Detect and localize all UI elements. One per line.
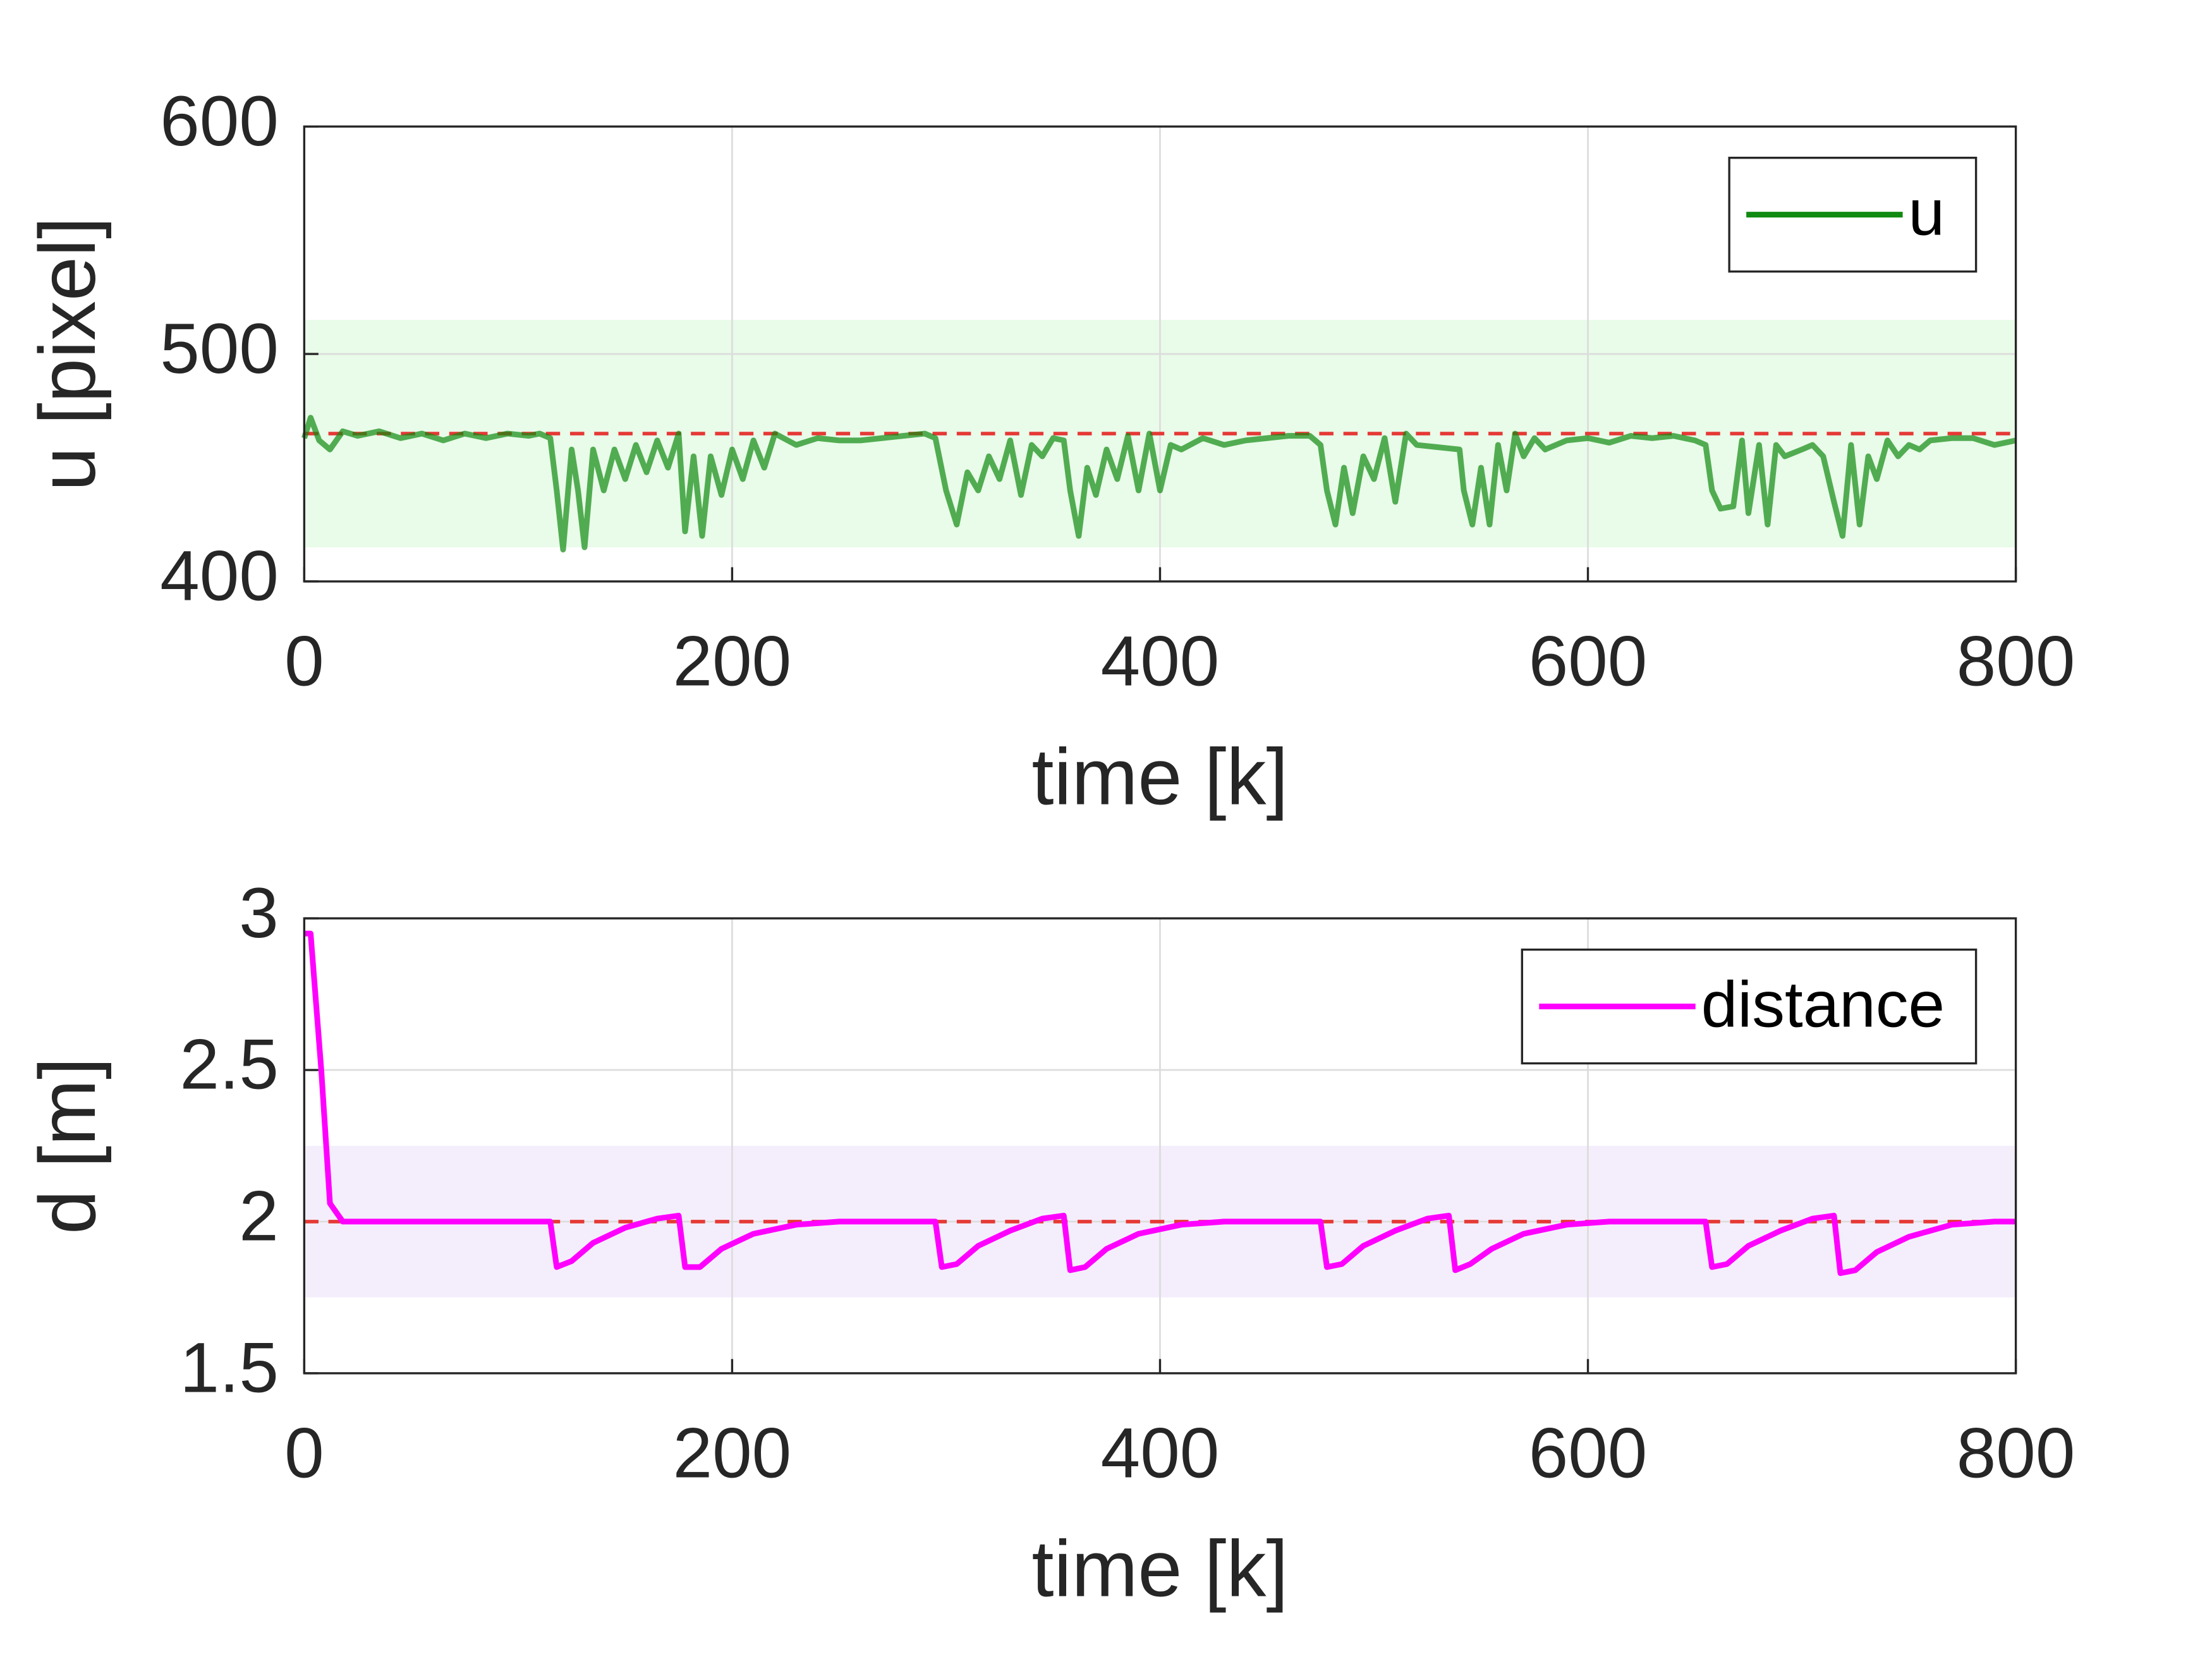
x-axis-label: time [k] [1032, 1524, 1289, 1613]
y-tick-label: 2.5 [180, 1024, 279, 1104]
x-tick-label: 600 [1529, 1413, 1648, 1493]
x-tick-label: 0 [284, 1413, 324, 1493]
legend-label: u [1909, 175, 1945, 248]
x-tick-label: 0 [284, 621, 324, 701]
data-line [301, 415, 2017, 553]
x-tick-label: 800 [1957, 621, 2075, 701]
plot-frame [303, 125, 2017, 583]
x-tick-label: 600 [1529, 621, 1648, 701]
y-tick-label: 400 [160, 536, 279, 616]
x-tick-label: 400 [1101, 621, 1220, 701]
legend-label: distance [1701, 967, 1945, 1040]
y-tick-label: 2 [239, 1176, 279, 1256]
plot-frame [303, 917, 2017, 1375]
x-tick-label: 200 [673, 621, 792, 701]
x-tick-label: 800 [1957, 1413, 2075, 1493]
x-axis-label: time [k] [1032, 732, 1289, 822]
x-tick-label: 200 [673, 1413, 792, 1493]
y-tick-label: 1.5 [180, 1328, 279, 1407]
y-axis-label: d [m] [23, 1057, 112, 1234]
legend: distance [1521, 948, 1978, 1065]
legend: u [1728, 156, 1978, 273]
y-tick-label: 600 [160, 81, 279, 161]
y-tick-label: 3 [239, 873, 279, 952]
y-tick-label: 500 [160, 308, 279, 388]
y-axis-label: u [pixel] [23, 217, 112, 491]
data-line [304, 930, 2016, 1277]
x-tick-label: 400 [1101, 1413, 1220, 1493]
